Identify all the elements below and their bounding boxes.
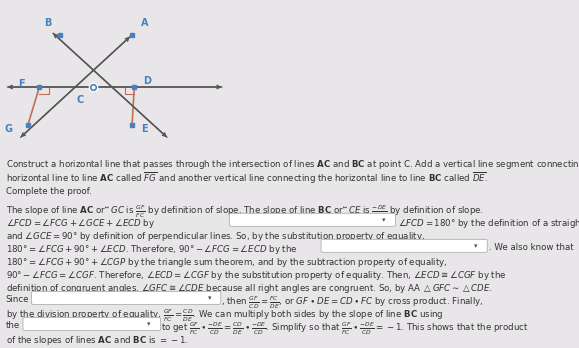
Text: A: A [141, 18, 149, 28]
Text: $180° = \angle FCG + 90° + \angle ECD$. Therefore, $90° - \angle FCG = \angle EC: $180° = \angle FCG + 90° + \angle ECD$. … [6, 243, 298, 256]
Text: $\angle FCD = 180°$ by the definition of a straight angle,: $\angle FCD = 180°$ by the definition of… [398, 217, 579, 230]
Text: ▾: ▾ [207, 295, 211, 301]
Text: F: F [19, 79, 25, 89]
FancyBboxPatch shape [32, 291, 221, 304]
Text: $90° - \angle FCG = \angle CGF$. Therefore, $\angle ECD = \angle CGF$ by the sub: $90° - \angle FCG = \angle CGF$. Therefo… [6, 269, 507, 282]
Text: by the division property of equality, $\frac{GF}{FC} = \frac{CD}{DE}$. We can mu: by the division property of equality, $\… [6, 308, 444, 324]
Text: of the slopes of lines $\mathbf{AC}$ and $\mathbf{BC}$ is $= -1$.: of the slopes of lines $\mathbf{AC}$ and… [6, 334, 188, 347]
Text: The slope of line $\mathbf{AC}$ or $\overleftrightarrow{GC}$ is $\frac{GF}{FC}$ : The slope of line $\mathbf{AC}$ or $\ove… [6, 203, 483, 220]
Text: E: E [141, 124, 148, 134]
Text: Since: Since [6, 295, 30, 304]
Text: ▾: ▾ [474, 243, 478, 249]
FancyBboxPatch shape [321, 239, 488, 252]
Text: the: the [6, 321, 20, 330]
Text: D: D [144, 76, 152, 86]
Text: Construct a horizontal line that passes through the intersection of lines $\math: Construct a horizontal line that passes … [6, 158, 579, 171]
Text: . We also know that: . We also know that [489, 243, 574, 252]
Text: horizontal line to line $\mathbf{AC}$ called $\overline{FG}$ and another vertica: horizontal line to line $\mathbf{AC}$ ca… [6, 171, 488, 186]
Text: , then $\frac{GF}{CD} = \frac{FC}{DE}$, or $GF \bullet DE = CD \bullet FC$ by cr: , then $\frac{GF}{CD} = \frac{FC}{DE}$, … [221, 295, 483, 311]
Text: Complete the proof.: Complete the proof. [6, 188, 91, 197]
Text: and $\angle GCE = 90°$ by definition of perpendicular lines. So, by the substitu: and $\angle GCE = 90°$ by definition of … [6, 230, 425, 243]
Text: G: G [5, 124, 13, 134]
FancyBboxPatch shape [229, 213, 395, 226]
Text: $\angle FCD = \angle FCG + \angle GCE + \angle ECD$ by: $\angle FCD = \angle FCG + \angle GCE + … [6, 217, 155, 230]
Text: B: B [44, 18, 52, 28]
Text: ▾: ▾ [147, 321, 151, 327]
FancyBboxPatch shape [23, 317, 160, 331]
Text: definition of congruent angles. $\angle GFC \cong \angle CDE$ because all right : definition of congruent angles. $\angle … [6, 282, 492, 295]
Text: C: C [76, 95, 84, 105]
Text: ▾: ▾ [382, 217, 386, 223]
Text: to get $\frac{GF}{FC} \bullet \frac{-DE}{CD} = \frac{CD}{DE} \bullet \frac{-DE}{: to get $\frac{GF}{FC} \bullet \frac{-DE}… [160, 321, 528, 338]
Text: $180° = \angle FCG + 90° + \angle CGP$ by the triangle sum theorem, and by the s: $180° = \angle FCG + 90° + \angle CGP$ b… [6, 256, 447, 269]
